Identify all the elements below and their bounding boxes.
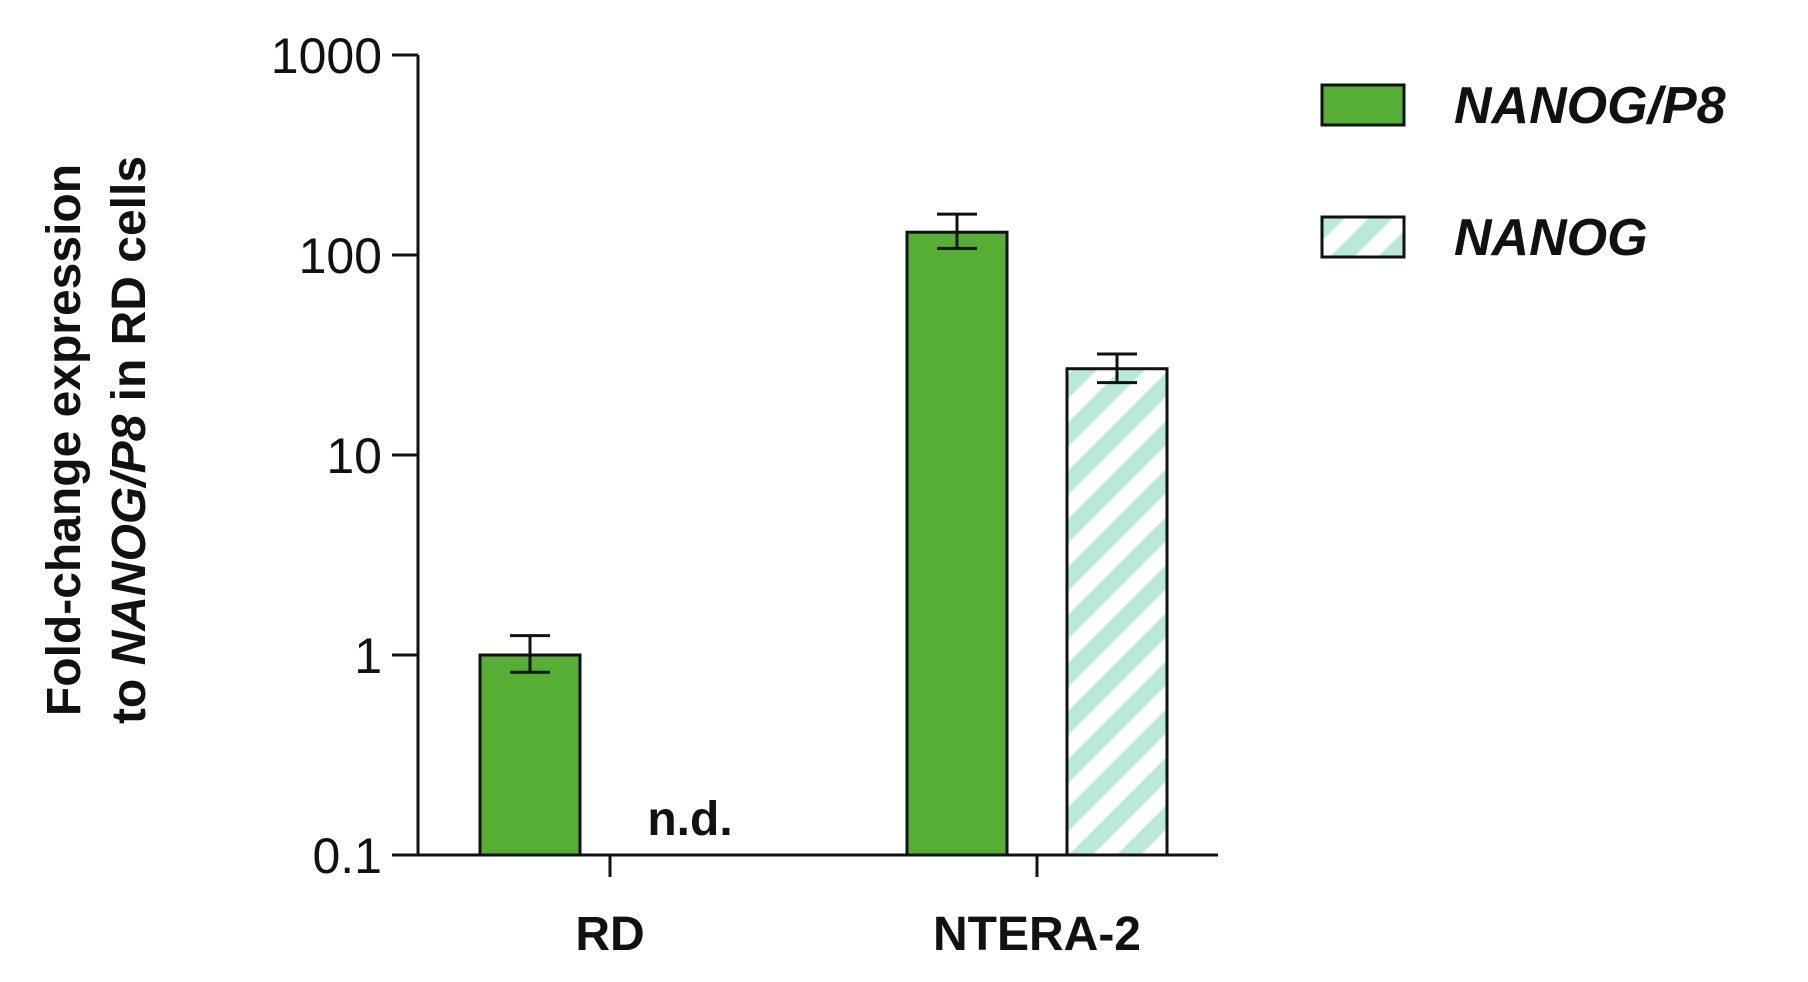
y-tick-label: 10 bbox=[326, 428, 382, 484]
legend-swatch bbox=[1320, 83, 1406, 127]
y-axis-label-line2: to NANOG/P8 in RD cells bbox=[103, 156, 156, 724]
not-detected-label: n.d. bbox=[647, 793, 732, 846]
bar bbox=[1065, 367, 1169, 857]
x-tick-label: RD bbox=[575, 908, 644, 961]
y-tick-label: 1000 bbox=[271, 28, 382, 84]
plot-area: n.d. bbox=[478, 212, 1169, 857]
y-tick-label: 100 bbox=[299, 228, 382, 284]
y-axis-label-line1-group: Fold-change expression bbox=[38, 164, 91, 716]
axes: 0.1 1 10 100 1000 RD NTERA-2 bbox=[271, 28, 1218, 961]
y-axis-label-italic: NANOG/P8 bbox=[103, 414, 156, 665]
legend-label: NANOG/P8 bbox=[1454, 77, 1726, 135]
bar bbox=[905, 230, 1009, 857]
legend-label: NANOG bbox=[1454, 209, 1648, 267]
y-axis-label-line2-group: to NANOG/P8 in RD cells bbox=[103, 156, 156, 724]
y-axis-label-line1: Fold-change expression bbox=[38, 164, 91, 716]
legend-swatch bbox=[1320, 215, 1406, 259]
x-tick-label: NTERA-2 bbox=[933, 908, 1141, 961]
bar bbox=[478, 653, 582, 857]
y-tick-label: 1 bbox=[354, 628, 382, 684]
y-axis-label-suffix: in RD cells bbox=[103, 156, 156, 415]
y-axis-label-prefix: to bbox=[103, 665, 156, 724]
legend: NANOG/P8 NANOG bbox=[1320, 77, 1726, 267]
y-tick-label: 0.1 bbox=[312, 828, 382, 884]
